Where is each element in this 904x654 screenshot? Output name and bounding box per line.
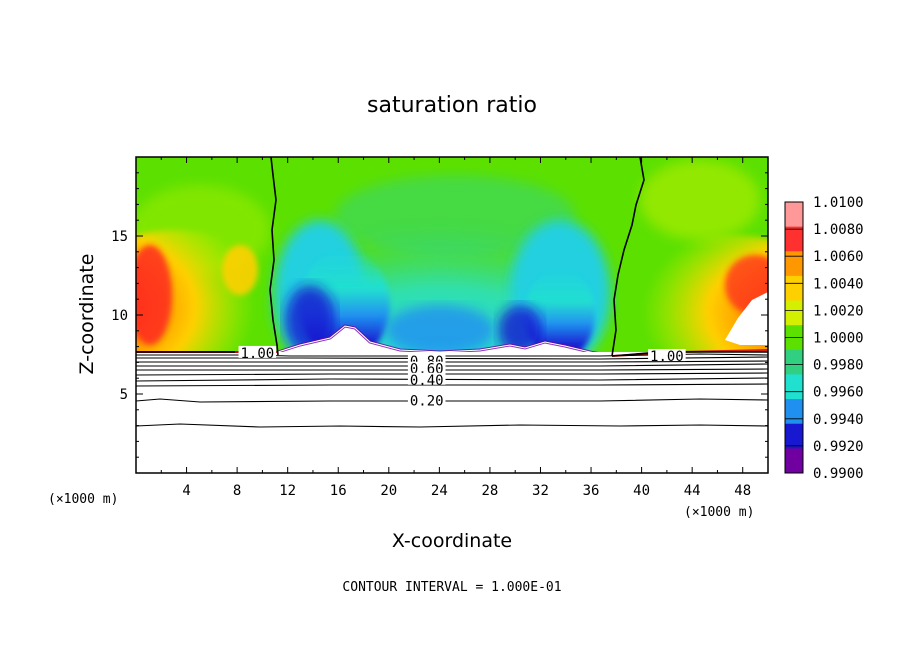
field-blue-column bbox=[525, 270, 595, 360]
field-blue-column bbox=[385, 305, 495, 355]
y-tick-label: 5 bbox=[120, 387, 128, 403]
x-tick-label: 8 bbox=[233, 483, 241, 499]
contour-label-bg bbox=[407, 393, 446, 406]
x-tick-label: 20 bbox=[380, 483, 397, 499]
contour-label-bg bbox=[238, 345, 277, 358]
contour-line bbox=[136, 363, 768, 367]
colorbar-swatch bbox=[785, 374, 803, 400]
contour-line bbox=[136, 423, 768, 428]
colorbar-swatch bbox=[785, 349, 803, 375]
x-tick-label: 16 bbox=[330, 483, 347, 499]
colorbar-label: 0.9940 bbox=[813, 412, 864, 428]
x-tick-label: 24 bbox=[431, 483, 448, 499]
x-axis-ticks: 4 8 12 16 20 24 28 32 36 40 44 48 bbox=[160, 157, 751, 499]
colorbar-label: 0.9980 bbox=[813, 358, 864, 374]
plot-area bbox=[136, 157, 768, 473]
x-tick-label: 40 bbox=[633, 483, 650, 499]
contour-label: 1.00 bbox=[650, 349, 684, 365]
contour-interval-footer: CONTOUR INTERVAL = 1.000E-01 bbox=[342, 580, 561, 595]
colorbar-label: 1.0020 bbox=[813, 303, 864, 319]
contour-line bbox=[136, 383, 768, 387]
colorbar: 1.0100 1.0080 1.0060 1.0040 1.0020 1.0000 0.99… bbox=[784, 195, 864, 482]
colorbar-swatch bbox=[785, 423, 803, 449]
colorbar-swatch bbox=[785, 202, 803, 228]
contour-label: 0.20 bbox=[410, 393, 444, 409]
colorbar-label: 0.9960 bbox=[813, 385, 864, 401]
contour-labels: 1.001.000.800.600.400.20 bbox=[238, 345, 686, 409]
x-unit-right: (×1000 m) bbox=[684, 505, 754, 520]
x-tick-label: 36 bbox=[583, 483, 600, 499]
contour-label-bg bbox=[648, 349, 686, 362]
colorbar-label: 1.0080 bbox=[813, 222, 864, 238]
y-tick-label: 15 bbox=[111, 229, 128, 245]
colorbar-swatch bbox=[785, 448, 803, 474]
field-patch bbox=[640, 160, 760, 240]
contour-line bbox=[136, 372, 768, 376]
contour-line-1-00-left bbox=[269, 157, 279, 356]
colorbar-label: 1.0100 bbox=[813, 195, 864, 211]
y-axis-ticks: 5 10 15 bbox=[111, 172, 768, 458]
x-unit-left: (×1000 m) bbox=[48, 492, 118, 507]
colorbar-swatch bbox=[785, 251, 803, 277]
contour-label: 1.00 bbox=[240, 346, 274, 362]
x-tick-label: 44 bbox=[684, 483, 701, 499]
lower-white-region bbox=[136, 352, 768, 473]
colorbar-label: 1.0040 bbox=[813, 276, 864, 292]
colorbar-swatch bbox=[785, 275, 803, 302]
field-warm-region-left bbox=[222, 245, 258, 295]
x-tick-label: 28 bbox=[481, 483, 498, 499]
colorbar-label: 0.9900 bbox=[813, 466, 864, 482]
colorbar-swatch bbox=[785, 226, 803, 252]
contour-line bbox=[136, 368, 768, 371]
colorbar-swatch bbox=[785, 300, 803, 326]
field-blue-column bbox=[498, 305, 542, 355]
x-tick-label: 4 bbox=[182, 483, 190, 499]
x-tick-label: 48 bbox=[734, 483, 751, 499]
right-white-region bbox=[725, 292, 768, 345]
contour-line bbox=[136, 360, 768, 363]
colorbar-label: 1.0000 bbox=[813, 331, 864, 347]
x-axis-label: X-coordinate bbox=[392, 530, 512, 552]
chart-title: saturation ratio bbox=[367, 93, 537, 118]
field-warm-region-left bbox=[136, 245, 172, 345]
x-tick-label: 12 bbox=[279, 483, 296, 499]
y-tick-label: 10 bbox=[111, 308, 128, 324]
contour-label: 0.40 bbox=[410, 373, 444, 389]
contour-line bbox=[136, 377, 768, 382]
field-blue-column bbox=[285, 285, 335, 355]
contour-line bbox=[136, 398, 768, 403]
x-tick-label: 32 bbox=[532, 483, 549, 499]
y-axis-label: Z-coordinate bbox=[76, 254, 98, 375]
colorbar-swatch bbox=[785, 399, 803, 425]
colorbar-label: 1.0060 bbox=[813, 249, 864, 265]
contour-label-bg bbox=[407, 372, 446, 385]
contour-label-bg bbox=[407, 361, 446, 374]
contour-line-1-00-right bbox=[611, 157, 645, 357]
colorbar-label: 0.9920 bbox=[813, 439, 864, 455]
